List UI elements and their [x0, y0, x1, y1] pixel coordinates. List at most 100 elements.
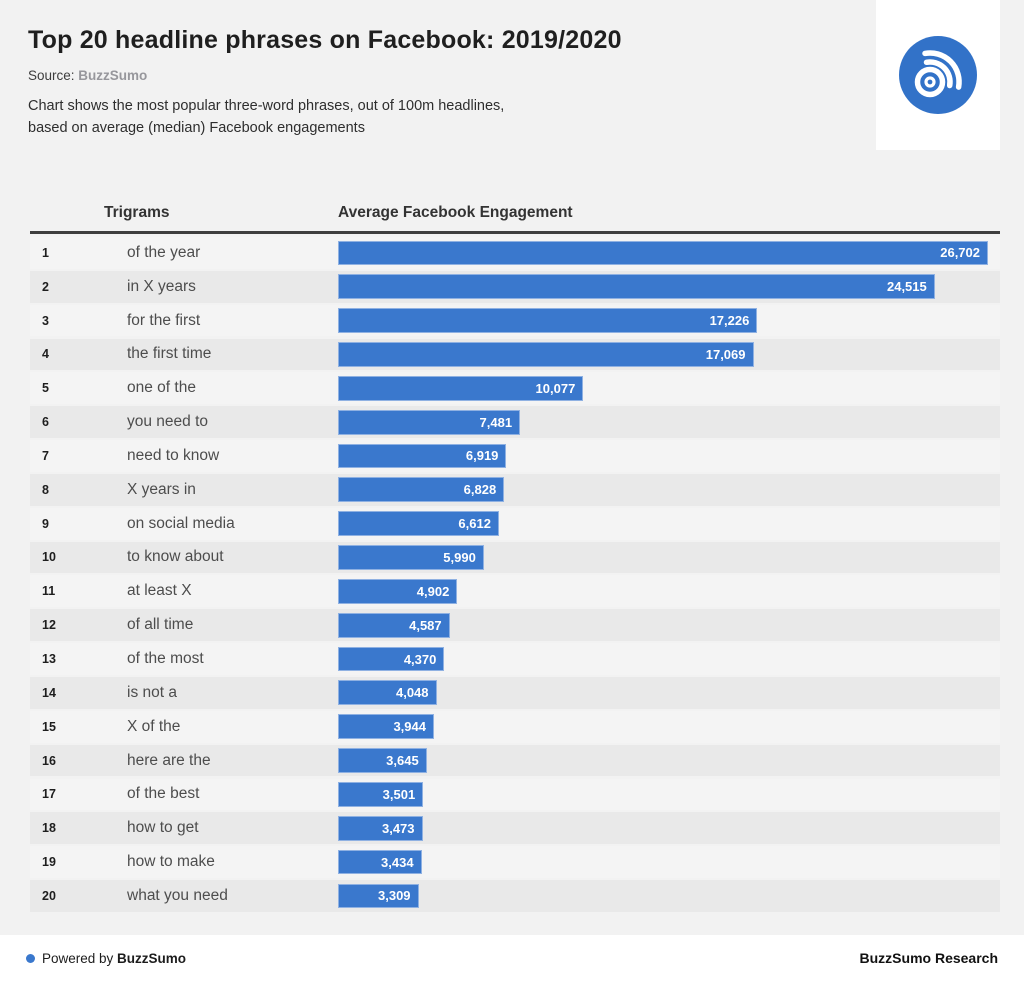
- bar-track: 17,226: [338, 305, 988, 337]
- engagement-bar: 10,077: [338, 375, 584, 401]
- engagement-bar: 3,944: [338, 714, 434, 740]
- bar-value-label: 4,587: [409, 617, 442, 633]
- bar-track: 4,048: [338, 677, 988, 709]
- bar-track: 3,645: [338, 745, 988, 777]
- bar-value-label: 4,048: [395, 685, 429, 701]
- logo-card: [876, 0, 1000, 150]
- table-row: 18 how to get 3,473: [30, 812, 1000, 845]
- row-phrase: in X years: [127, 277, 196, 295]
- bar-value-label: 3,944: [393, 719, 426, 735]
- row-rank: 7: [42, 448, 49, 463]
- row-rank: 19: [42, 855, 56, 870]
- row-phrase: how to get: [127, 819, 199, 837]
- table-header: Trigrams Average Facebook Engagement: [30, 195, 1000, 234]
- table-row: 20 what you need 3,309: [30, 880, 1000, 912]
- bar-value-label: 24,515: [886, 279, 927, 295]
- footer: Powered by BuzzSumo BuzzSumo Research: [0, 935, 1024, 981]
- source-link[interactable]: BuzzSumo: [78, 68, 148, 83]
- engagement-bar: 3,309: [338, 883, 419, 909]
- bar-track: 4,370: [338, 643, 988, 675]
- buzzsumo-logo-icon: [899, 36, 977, 114]
- bar-value-label: 4,902: [416, 583, 450, 599]
- row-phrase: X years in: [127, 480, 196, 498]
- bar-track: 17,069: [338, 339, 988, 371]
- bar-track: 3,473: [338, 812, 988, 844]
- table-row: 12 of all time 4,587: [30, 609, 1000, 642]
- row-rank: 12: [42, 618, 56, 633]
- bar-track: 4,902: [338, 575, 988, 607]
- table-row: 7 need to know 6,919: [30, 440, 1000, 472]
- bar-track: 3,434: [338, 846, 988, 878]
- powered-by-text: Powered by BuzzSumo: [42, 951, 186, 966]
- row-rank: 5: [42, 381, 49, 396]
- bar-track: 3,944: [338, 711, 988, 743]
- row-phrase: what you need: [127, 886, 228, 904]
- row-phrase: for the first: [127, 311, 201, 329]
- bar-track: 10,077: [338, 372, 988, 404]
- table-row: 4 the first time 17,069: [30, 338, 1000, 371]
- bar-value-label: 6,919: [465, 448, 499, 464]
- column-header-engagement: Average Facebook Engagement: [338, 204, 573, 221]
- engagement-bar: 4,587: [338, 612, 450, 638]
- bar-track: 4,587: [338, 609, 988, 641]
- table-row: 19 how to make 3,434: [30, 846, 1000, 878]
- engagement-bar: 3,473: [338, 815, 423, 841]
- table-row: 17 of the best 3,501: [30, 778, 1000, 811]
- table-row: 16 here are the 3,645: [30, 744, 1000, 777]
- bar-track: 3,501: [338, 779, 988, 811]
- bar-track: 7,481: [338, 406, 988, 438]
- row-phrase: at least X: [127, 582, 192, 600]
- engagement-bar: 3,434: [338, 849, 422, 875]
- research-label: BuzzSumo Research: [859, 950, 998, 966]
- footer-bullet-icon: [26, 953, 35, 963]
- engagement-bar: 5,990: [338, 545, 484, 570]
- row-rank: 10: [42, 550, 56, 565]
- row-phrase: here are the: [127, 751, 211, 769]
- table-row: 5 one of the 10,077: [30, 372, 1000, 405]
- engagement-bar: 6,919: [338, 443, 507, 469]
- row-rank: 9: [42, 516, 49, 531]
- engagement-bar: 24,515: [338, 274, 935, 300]
- bar-value-label: 26,702: [940, 245, 980, 261]
- bar-value-label: 17,069: [705, 346, 746, 362]
- bar-track: 24,515: [338, 271, 988, 303]
- bar-value-label: 5,990: [443, 549, 476, 565]
- row-rank: 4: [42, 347, 49, 362]
- description-line-2: based on average (median) Facebook engag…: [28, 120, 365, 136]
- bar-value-label: 3,434: [381, 854, 414, 870]
- column-header-trigrams: Trigrams: [104, 204, 170, 221]
- row-rank: 13: [42, 652, 56, 667]
- source-label: Source:: [28, 68, 79, 83]
- bar-track: 3,309: [338, 880, 988, 912]
- engagement-bar: 3,501: [338, 782, 424, 807]
- bar-value-label: 6,612: [458, 516, 491, 532]
- table-row: 11 at least X 4,902: [30, 575, 1000, 608]
- bar-track: 5,990: [338, 542, 988, 574]
- row-rank: 8: [42, 482, 49, 497]
- table-row: 14 is not a 4,048: [30, 676, 1000, 709]
- row-phrase: on social media: [127, 514, 235, 532]
- engagement-bar: 3,645: [338, 748, 427, 773]
- row-phrase: is not a: [127, 683, 177, 701]
- bar-value-label: 6,828: [463, 482, 497, 498]
- engagement-bar: 17,069: [338, 342, 754, 367]
- bar-value-label: 4,370: [403, 651, 437, 667]
- row-rank: 18: [42, 821, 56, 836]
- table-row: 15 X of the 3,944: [30, 710, 1000, 743]
- row-rank: 3: [42, 313, 49, 328]
- row-phrase: you need to: [127, 413, 209, 431]
- table-row: 9 on social media 6,612: [30, 507, 1000, 540]
- row-rank: 16: [42, 753, 56, 768]
- bar-value-label: 3,501: [382, 786, 416, 802]
- engagement-bar: 4,048: [338, 680, 437, 706]
- row-rank: 1: [42, 245, 49, 260]
- bar-track: 6,828: [338, 474, 988, 506]
- bar-track: 26,702: [338, 237, 988, 269]
- row-phrase: the first time: [127, 345, 212, 363]
- page-title: Top 20 headline phrases on Facebook: 201…: [28, 26, 622, 54]
- description-line-1: Chart shows the most popular three-word …: [28, 98, 505, 114]
- engagement-bar: 4,902: [338, 578, 458, 604]
- row-phrase: of the year: [127, 243, 201, 261]
- bar-chart-rows: 1 of the year 26,702 2 in X years 24,515…: [30, 237, 1000, 914]
- engagement-bar: 6,612: [338, 511, 499, 537]
